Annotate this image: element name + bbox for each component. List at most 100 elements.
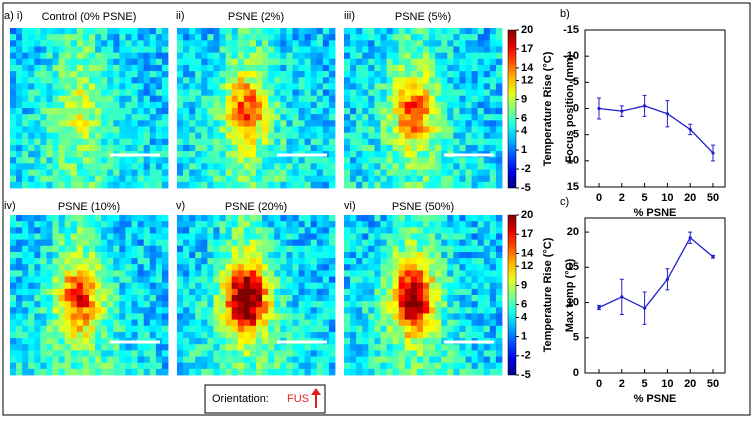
heatmap-cell bbox=[399, 53, 405, 60]
heatmap-cell bbox=[274, 40, 280, 47]
heatmap-cell bbox=[71, 240, 77, 247]
heatmap-cell bbox=[177, 139, 183, 146]
heatmap-cell bbox=[435, 40, 441, 47]
heatmap-cell bbox=[362, 363, 368, 370]
heatmap-cell bbox=[286, 96, 292, 103]
heatmap-cell bbox=[274, 163, 280, 170]
heatmap-cell bbox=[429, 246, 435, 253]
heatmap-cell bbox=[441, 270, 447, 277]
heatmap-cell bbox=[262, 215, 268, 222]
heatmap-cell bbox=[162, 133, 168, 140]
heatmap-cell bbox=[238, 114, 244, 121]
heatmap-cell bbox=[256, 369, 262, 376]
heatmap-cell bbox=[447, 221, 453, 228]
heatmap-cell bbox=[113, 77, 119, 84]
heatmap-cell bbox=[350, 326, 356, 333]
heatmap-cell bbox=[195, 83, 201, 90]
heatmap-cell bbox=[83, 270, 89, 277]
heatmap-cell bbox=[429, 227, 435, 234]
heatmap-cell bbox=[429, 369, 435, 376]
heatmap-cell bbox=[350, 145, 356, 152]
heatmap-cell bbox=[113, 65, 119, 72]
heatmap-cell bbox=[250, 102, 256, 109]
heatmap-cell bbox=[299, 182, 305, 189]
heatmap-cell bbox=[317, 283, 323, 290]
heatmap-cell bbox=[405, 320, 411, 327]
heatmap-cell bbox=[250, 295, 256, 302]
heatmap-cell bbox=[311, 157, 317, 164]
heatmap-cell bbox=[113, 252, 119, 259]
heatmap-cell bbox=[368, 59, 374, 66]
heatmap-cell bbox=[195, 170, 201, 177]
heatmap-cell bbox=[350, 301, 356, 308]
data-point bbox=[620, 110, 623, 113]
heatmap-cell bbox=[46, 53, 52, 60]
heatmap-cell bbox=[329, 357, 335, 364]
heatmap-cell bbox=[447, 332, 453, 339]
heatmap-cell bbox=[213, 145, 219, 152]
heatmap-cell bbox=[453, 350, 459, 357]
heatmap-cell bbox=[374, 139, 380, 146]
heatmap-cell bbox=[40, 53, 46, 60]
heatmap-cell bbox=[95, 114, 101, 121]
heatmap bbox=[344, 215, 502, 375]
heatmap-cell bbox=[317, 301, 323, 308]
heatmap-cell bbox=[256, 215, 262, 222]
heatmap-cell bbox=[150, 145, 156, 152]
heatmap-cell bbox=[59, 338, 65, 345]
heatmap-cell bbox=[435, 277, 441, 284]
heatmap-cell bbox=[177, 53, 183, 60]
heatmap-cell bbox=[323, 252, 329, 259]
heatmap-cell bbox=[95, 71, 101, 78]
heatmap-cell bbox=[344, 151, 350, 158]
heatmap-cell bbox=[138, 163, 144, 170]
heatmap-cell bbox=[34, 258, 40, 265]
heatmap-cell bbox=[101, 264, 107, 271]
heatmap-cell bbox=[299, 215, 305, 222]
heatmap-cell bbox=[362, 163, 368, 170]
heatmap-cell bbox=[484, 277, 490, 284]
heatmap-cell bbox=[77, 301, 83, 308]
heatmap-cell bbox=[441, 264, 447, 271]
heatmap-cell bbox=[119, 145, 125, 152]
heatmap-cell bbox=[77, 344, 83, 351]
heatmap-cell bbox=[490, 301, 496, 308]
heatmap-cell bbox=[362, 96, 368, 103]
heatmap-cell bbox=[447, 258, 453, 265]
heatmap-cell bbox=[183, 295, 189, 302]
heatmap-cell bbox=[380, 332, 386, 339]
heatmap-cell bbox=[207, 28, 213, 35]
heatmap-cell bbox=[77, 133, 83, 140]
heatmap-cell bbox=[10, 277, 16, 284]
heatmap-cell bbox=[496, 83, 502, 90]
heatmap-cell bbox=[435, 170, 441, 177]
heatmap-cell bbox=[238, 126, 244, 133]
heatmap-cell bbox=[65, 28, 71, 35]
heatmap-cell bbox=[268, 46, 274, 53]
heatmap-cell bbox=[89, 363, 95, 370]
heatmap-cell bbox=[125, 363, 131, 370]
heatmap-cell bbox=[132, 264, 138, 271]
heatmap-cell bbox=[150, 176, 156, 183]
heatmap-cell bbox=[213, 240, 219, 247]
heatmap-cell bbox=[83, 182, 89, 189]
heatmap-cell bbox=[189, 28, 195, 35]
heatmap-cell bbox=[305, 233, 311, 240]
heatmap-cell bbox=[10, 326, 16, 333]
heatmap-cell bbox=[107, 28, 113, 35]
heatmap-cell bbox=[405, 332, 411, 339]
heatmap-cell bbox=[350, 313, 356, 320]
heatmap-cell bbox=[244, 344, 250, 351]
heatmap-cell bbox=[16, 240, 22, 247]
heatmap-cell bbox=[399, 369, 405, 376]
heatmap-cell bbox=[329, 71, 335, 78]
heatmap-cell bbox=[232, 40, 238, 47]
heatmap-cell bbox=[423, 295, 429, 302]
heatmap-cell bbox=[59, 83, 65, 90]
heatmap-cell bbox=[83, 40, 89, 47]
heatmap-cell bbox=[478, 369, 484, 376]
heatmap-cell bbox=[411, 59, 417, 66]
heatmap-cell bbox=[65, 338, 71, 345]
heatmap-cell bbox=[132, 96, 138, 103]
heatmap-cell bbox=[213, 301, 219, 308]
